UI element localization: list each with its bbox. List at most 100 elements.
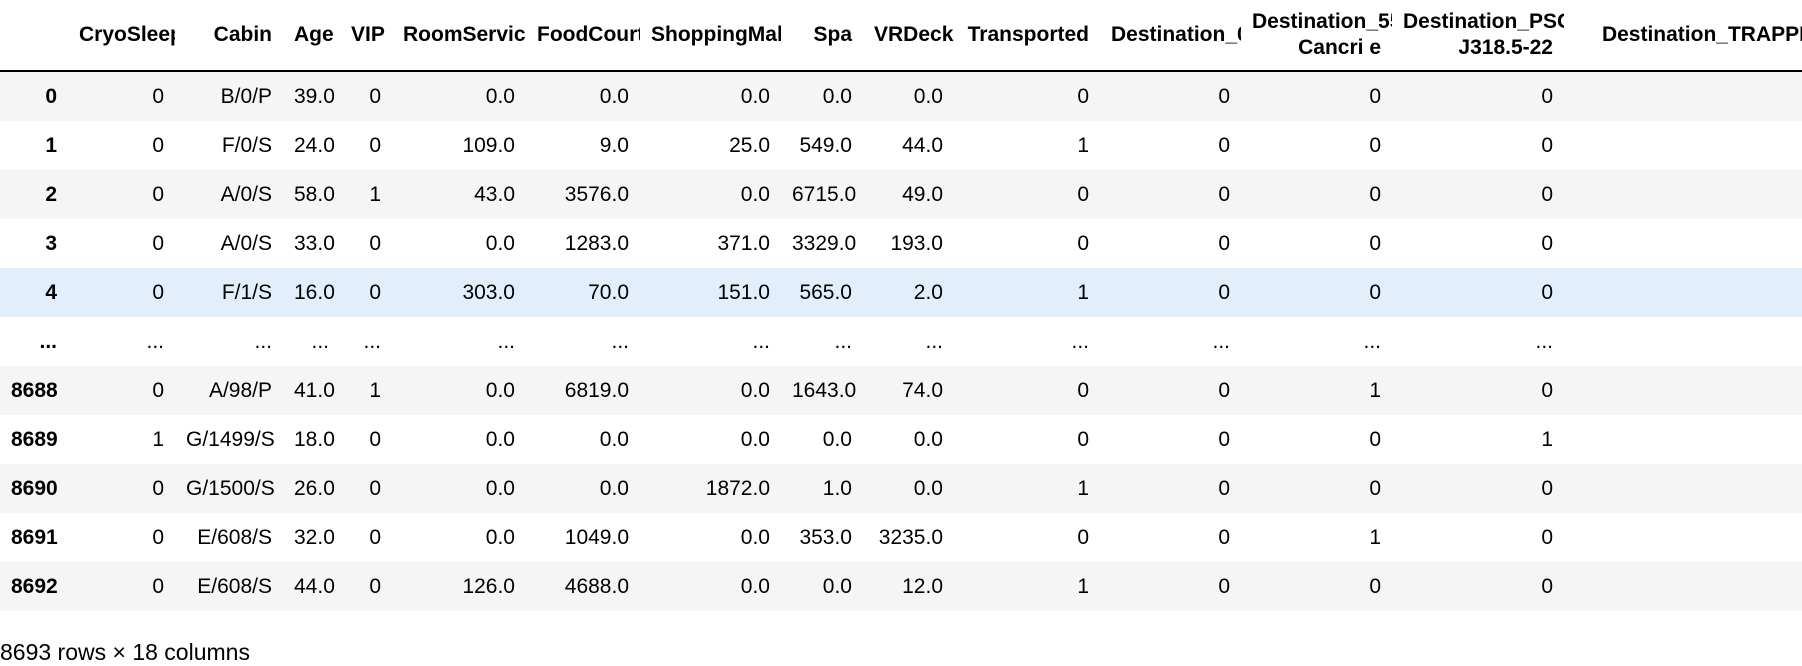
cell-roomservice: 0.0 — [485, 379, 515, 402]
cell-cabin: F/0/S — [221, 134, 272, 157]
cell-transported: 0 — [1077, 379, 1089, 402]
cell-destination-55-cancri-e: 0 — [1369, 183, 1381, 206]
cell-vip: 0 — [369, 232, 381, 255]
cell-age: 58.0 — [294, 183, 335, 206]
cell-destination-pso-j318-5-22: 0 — [1541, 232, 1553, 255]
shape-caption: 8693 rows × 18 columns — [0, 639, 250, 665]
cell-age: 44.0 — [294, 575, 335, 598]
cell-destination-0: 0 — [1218, 85, 1230, 108]
cell-cryosleep: 0 — [152, 477, 164, 500]
cell-shoppingmall: ... — [752, 330, 770, 353]
column-header-roomservice: RoomService — [392, 0, 526, 72]
cell-destination-trappist-1e: 1 — [1564, 71, 1802, 121]
cell-destination-trappist-1e: 1 — [1564, 170, 1802, 219]
cell-destination-0: 0 — [1218, 134, 1230, 157]
cell-shoppingmall: 0.0 — [740, 85, 770, 108]
table-row: 3 0 A/0/S 33.0 0 0.0 1283.0 371.0 3329.0 193.0 0 0 0… — [0, 219, 1802, 268]
cell-vrdeck: 0.0 — [913, 428, 943, 451]
table-row: ........................................… — [0, 317, 1802, 366]
header-row: CryoSleep Cabin Age VIP RoomService FoodCourt… — [0, 0, 1802, 72]
cell-vrdeck: 2.0 — [913, 281, 943, 304]
cell-destination-pso-j318-5-22: 0 — [1541, 477, 1553, 500]
cell-foodcourt: 70.0 — [588, 281, 629, 304]
cell-destination-0: 0 — [1218, 183, 1230, 206]
cell-destination-trappist-1e: 1 — [1564, 268, 1802, 317]
cell-roomservice: 126.0 — [462, 575, 515, 598]
cell-foodcourt: 1049.0 — [564, 526, 629, 549]
cell-foodcourt: 4688.0 — [564, 575, 629, 598]
column-header-cryosleep: CryoSleep — [68, 0, 175, 72]
cell-foodcourt: 1283.0 — [564, 232, 629, 255]
cell-destination-pso-j318-5-22: 0 — [1541, 575, 1553, 598]
cell-spa: 353.0 — [799, 526, 852, 549]
row-index: 8691 — [11, 526, 58, 549]
cell-cabin: E/608/S — [197, 575, 272, 598]
table-row: 8692 0 E/608/S 44.0 0 126.0 4688.0 0.0 0.0 12.0 1 0… — [0, 562, 1802, 611]
cell-age: 16.0 — [294, 281, 335, 304]
dataframe-scroll-area[interactable]: CryoSleep Cabin Age VIP RoomService FoodCourt… — [0, 0, 1802, 620]
cell-cabin: B/0/P — [220, 85, 272, 108]
cell-cryosleep: 0 — [152, 183, 164, 206]
column-header-destination-trappist-1e: Destination_TRAPPIST-1e — [1564, 0, 1802, 72]
cell-vip: 0 — [369, 526, 381, 549]
cell-destination-pso-j318-5-22: 0 — [1541, 281, 1553, 304]
cell-destination-trappist-1e: 1 — [1564, 562, 1802, 611]
cell-cryosleep: 0 — [152, 134, 164, 157]
column-header-cabin: Cabin — [175, 0, 283, 72]
cell-shoppingmall: 151.0 — [717, 281, 770, 304]
cell-vip: 0 — [369, 85, 381, 108]
row-index: 2 — [45, 183, 57, 206]
cell-vrdeck: 49.0 — [902, 183, 943, 206]
cell-roomservice: 43.0 — [474, 183, 515, 206]
cell-destination-55-cancri-e: ... — [1363, 330, 1381, 353]
cell-roomservice: 0.0 — [485, 85, 515, 108]
cell-cabin: A/98/P — [208, 379, 272, 402]
cell-vip: ... — [363, 330, 381, 353]
cell-cryosleep: ... — [146, 330, 164, 353]
cell-destination-55-cancri-e: 1 — [1369, 526, 1381, 549]
cell-vrdeck: 74.0 — [902, 379, 943, 402]
cell-roomservice: 109.0 — [462, 134, 515, 157]
table-header: CryoSleep Cabin Age VIP RoomService FoodCourt… — [0, 0, 1802, 72]
cell-spa: 0.0 — [822, 575, 852, 598]
cell-roomservice: 0.0 — [485, 428, 515, 451]
cell-destination-trappist-1e: 1 — [1564, 464, 1802, 513]
column-header-destination-0: Destination_0 — [1100, 0, 1241, 72]
cell-destination-55-cancri-e: 0 — [1369, 232, 1381, 255]
cell-vip: 0 — [369, 281, 381, 304]
cell-cryosleep: 0 — [152, 526, 164, 549]
cell-roomservice: 303.0 — [462, 281, 515, 304]
cell-destination-pso-j318-5-22: 1 — [1541, 428, 1553, 451]
cell-shoppingmall: 0.0 — [740, 428, 770, 451]
column-header-destination-55-cancri-e: Destination_55 Cancri e — [1241, 0, 1392, 72]
cell-transported: 1 — [1077, 281, 1089, 304]
cell-spa: 1.0 — [822, 477, 852, 500]
cell-vip: 0 — [369, 134, 381, 157]
cell-vip: 1 — [369, 379, 381, 402]
cell-age: 26.0 — [294, 477, 335, 500]
cell-shoppingmall: 1872.0 — [705, 477, 770, 500]
cell-shoppingmall: 25.0 — [729, 134, 770, 157]
cell-age: 32.0 — [294, 526, 335, 549]
cell-destination-pso-j318-5-22: 0 — [1541, 85, 1553, 108]
cell-spa: 0.0 — [822, 85, 852, 108]
cell-transported: ... — [1071, 330, 1089, 353]
column-header-destination-pso-j318-5-22: Destination_PSO J318.5-22 — [1392, 0, 1564, 72]
cell-foodcourt: 0.0 — [599, 428, 629, 451]
row-index: 4 — [45, 281, 57, 304]
cell-destination-trappist-1e: 0 — [1564, 415, 1802, 464]
cell-age: 24.0 — [294, 134, 335, 157]
column-header-vrdeck: VRDeck — [863, 0, 954, 72]
cell-transported: 0 — [1077, 526, 1089, 549]
cell-foodcourt: 0.0 — [599, 477, 629, 500]
cell-destination-pso-j318-5-22: 0 — [1541, 134, 1553, 157]
cell-transported: 0 — [1077, 85, 1089, 108]
cell-foodcourt: 0.0 — [599, 85, 629, 108]
cell-cryosleep: 0 — [152, 575, 164, 598]
row-index: 8689 — [11, 428, 58, 451]
cell-destination-pso-j318-5-22: 0 — [1541, 379, 1553, 402]
